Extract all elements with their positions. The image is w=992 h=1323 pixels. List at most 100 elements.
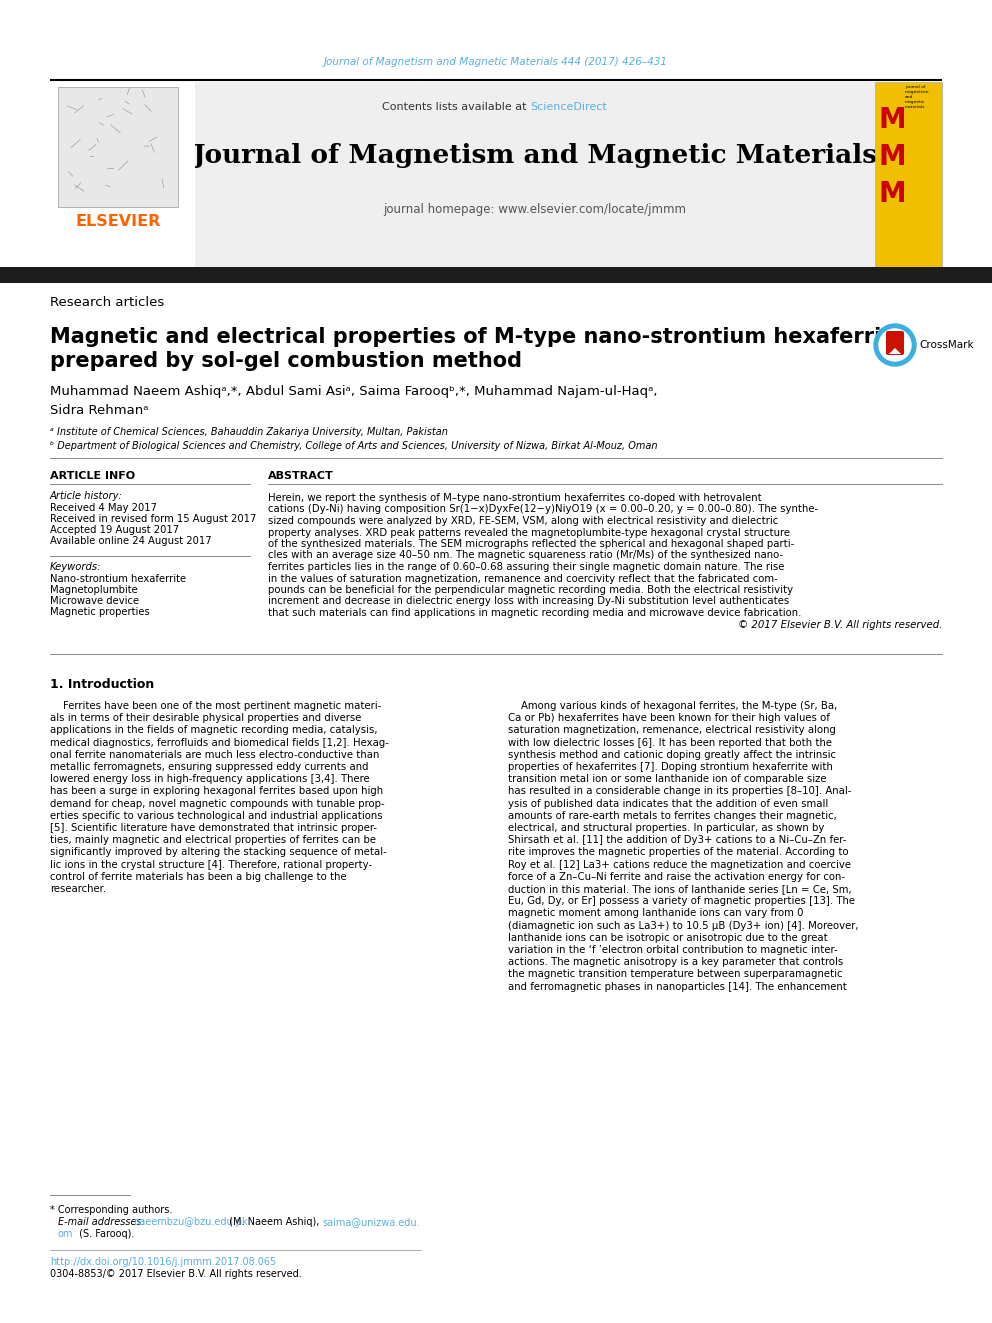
Text: Received 4 May 2017: Received 4 May 2017 [50,503,157,513]
Text: ScienceDirect: ScienceDirect [530,102,607,112]
Text: M: M [878,106,906,134]
Text: Eu, Gd, Dy, or Er] possess a variety of magnetic properties [13]. The: Eu, Gd, Dy, or Er] possess a variety of … [508,896,855,906]
Text: ysis of published data indicates that the addition of even small: ysis of published data indicates that th… [508,799,828,808]
Text: significantly improved by altering the stacking sequence of metal-: significantly improved by altering the s… [50,848,387,857]
Text: synthesis method and cationic doping greatly affect the intrinsic: synthesis method and cationic doping gre… [508,750,836,759]
Text: pounds can be beneficial for the perpendicular magnetic recording media. Both th: pounds can be beneficial for the perpend… [268,585,794,595]
Text: M: M [878,143,906,171]
Text: applications in the fields of magnetic recording media, catalysis,: applications in the fields of magnetic r… [50,725,378,736]
Text: [5]. Scientific literature have demonstrated that intrinsic proper-: [5]. Scientific literature have demonstr… [50,823,377,833]
Text: lic ions in the crystal structure [4]. Therefore, rational property-: lic ions in the crystal structure [4]. T… [50,860,372,869]
Text: M: M [878,180,906,208]
Text: ABSTRACT: ABSTRACT [268,471,333,482]
Text: cles with an average size 40–50 nm. The magnetic squareness ratio (Mr/Ms) of the: cles with an average size 40–50 nm. The … [268,550,783,561]
Text: * Corresponding authors.: * Corresponding authors. [50,1205,173,1215]
Circle shape [879,329,911,361]
Text: in the values of saturation magnetization, remanence and coercivity reflect that: in the values of saturation magnetizatio… [268,573,778,583]
Bar [58,87,178,206]
Text: saima@unizwa.edu.: saima@unizwa.edu. [322,1217,420,1226]
Text: Journal of Magnetism and Magnetic Materials 444 (2017) 426–431: Journal of Magnetism and Magnetic Materi… [324,57,668,67]
Polygon shape [889,348,901,355]
Text: with low dielectric losses [6]. It has been reported that both the: with low dielectric losses [6]. It has b… [508,738,832,747]
Text: sized compounds were analyzed by XRD, FE-SEM, VSM, along with electrical resisti: sized compounds were analyzed by XRD, FE… [268,516,779,527]
Text: CrossMark: CrossMark [919,340,973,351]
Text: Received in revised form 15 August 2017: Received in revised form 15 August 2017 [50,515,256,524]
Text: medical diagnostics, ferrofluids and biomedical fields [1,2]. Hexag-: medical diagnostics, ferrofluids and bio… [50,738,389,747]
Text: onal ferrite nanomaterials are much less electro-conductive than: onal ferrite nanomaterials are much less… [50,750,379,759]
Text: 1. Introduction: 1. Introduction [50,677,154,691]
Text: lowered energy loss in high-frequency applications [3,4]. There: lowered energy loss in high-frequency ap… [50,774,370,785]
Text: Journal of Magnetism and Magnetic Materials: Journal of Magnetism and Magnetic Materi… [192,143,878,168]
Text: Nano-strontium hexaferrite: Nano-strontium hexaferrite [50,574,186,583]
Text: variation in the ‘f ’electron orbital contribution to magnetic inter-: variation in the ‘f ’electron orbital co… [508,945,837,955]
Text: Accepted 19 August 2017: Accepted 19 August 2017 [50,525,180,534]
Text: Herein, we report the synthesis of M–type nano-strontium hexaferrites co-doped w: Herein, we report the synthesis of M–typ… [268,493,762,503]
Text: Magnetic and electrical properties of M-type nano-strontium hexaferrite: Magnetic and electrical properties of M-… [50,327,906,347]
Text: om: om [58,1229,73,1240]
Bar [0,267,992,283]
Text: magnetic moment among lanthanide ions can vary from 0: magnetic moment among lanthanide ions ca… [508,909,804,918]
Text: E-mail addresses:: E-mail addresses: [58,1217,148,1226]
Bar [875,82,942,267]
Text: cations (Dy-Ni) having composition Sr(1−x)DyxFe(12−y)NiyO19 (x = 0.00–0.20, y = : cations (Dy-Ni) having composition Sr(1−… [268,504,818,515]
Text: Shirsath et al. [11] the addition of Dy3+ cations to a Ni–Cu–Zn fer-: Shirsath et al. [11] the addition of Dy3… [508,835,846,845]
Text: demand for cheap, novel magnetic compounds with tunable prop-: demand for cheap, novel magnetic compoun… [50,799,385,808]
Text: (M. Naeem Ashiq),: (M. Naeem Ashiq), [226,1217,322,1226]
Text: © 2017 Elsevier B.V. All rights reserved.: © 2017 Elsevier B.V. All rights reserved… [738,619,942,630]
Text: rite improves the magnetic properties of the material. According to: rite improves the magnetic properties of… [508,848,848,857]
Text: (diamagnetic ion such as La3+) to 10.5 μB (Dy3+ ion) [4]. Moreover,: (diamagnetic ion such as La3+) to 10.5 μ… [508,921,858,930]
Text: has been a surge in exploring hexagonal ferrites based upon high: has been a surge in exploring hexagonal … [50,786,383,796]
Text: metallic ferromagnets, ensuring suppressed eddy currents and: metallic ferromagnets, ensuring suppress… [50,762,368,773]
Text: ELSEVIER: ELSEVIER [75,214,161,229]
Text: lanthanide ions can be isotropic or anisotropic due to the great: lanthanide ions can be isotropic or anis… [508,933,827,943]
Text: Magnetic properties: Magnetic properties [50,607,150,617]
Text: (S. Farooq).: (S. Farooq). [76,1229,134,1240]
Text: Ferrites have been one of the most pertinent magnetic materi-: Ferrites have been one of the most perti… [50,701,381,710]
Text: 0304-8853/© 2017 Elsevier B.V. All rights reserved.: 0304-8853/© 2017 Elsevier B.V. All right… [50,1269,302,1279]
Text: naeembzu@bzu.edu.pk: naeembzu@bzu.edu.pk [133,1217,248,1226]
Text: ᵃ Institute of Chemical Sciences, Bahauddin Zakariya University, Multan, Pakista: ᵃ Institute of Chemical Sciences, Bahaud… [50,427,447,437]
Text: transition metal ion or some lanthanide ion of comparable size: transition metal ion or some lanthanide … [508,774,826,785]
Text: Microwave device: Microwave device [50,595,139,606]
Text: amounts of rare-earth metals to ferrites changes their magnetic,: amounts of rare-earth metals to ferrites… [508,811,836,820]
Text: increment and decrease in dielectric energy loss with increasing Dy-Ni substitut: increment and decrease in dielectric ene… [268,597,790,606]
Circle shape [874,324,916,366]
Text: properties of hexaferrites [7]. Doping strontium hexaferrite with: properties of hexaferrites [7]. Doping s… [508,762,833,773]
Text: als in terms of their desirable physical properties and diverse: als in terms of their desirable physical… [50,713,361,724]
Text: Available online 24 August 2017: Available online 24 August 2017 [50,536,211,546]
Text: Magnetoplumbite: Magnetoplumbite [50,585,138,595]
Text: prepared by sol-gel combustion method: prepared by sol-gel combustion method [50,351,522,370]
Text: ties, mainly magnetic and electrical properties of ferrites can be: ties, mainly magnetic and electrical pro… [50,835,376,845]
Text: has resulted in a considerable change in its properties [8–10]. Anal-: has resulted in a considerable change in… [508,786,851,796]
Text: Article history:: Article history: [50,491,123,501]
Text: Among various kinds of hexagonal ferrites, the M-type (Sr, Ba,: Among various kinds of hexagonal ferrite… [508,701,837,710]
Text: journal of
magnetism
and
magnetic
materials: journal of magnetism and magnetic materi… [905,85,930,110]
Text: and ferromagnetic phases in nanoparticles [14]. The enhancement: and ferromagnetic phases in nanoparticle… [508,982,847,992]
Text: ARTICLE INFO: ARTICLE INFO [50,471,135,482]
Bar [195,82,875,267]
Text: duction in this material. The ions of lanthanide series [Ln = Ce, Sm,: duction in this material. The ions of la… [508,884,851,894]
Text: Ca or Pb) hexaferrites have been known for their high values of: Ca or Pb) hexaferrites have been known f… [508,713,830,724]
Text: Roy et al. [12] La3+ cations reduce the magnetization and coercive: Roy et al. [12] La3+ cations reduce the … [508,860,851,869]
Text: erties specific to various technological and industrial applications: erties specific to various technological… [50,811,383,820]
Text: the magnetic transition temperature between superparamagnetic: the magnetic transition temperature betw… [508,970,842,979]
Text: saturation magnetization, remenance, electrical resistivity along: saturation magnetization, remenance, ele… [508,725,836,736]
Text: Contents lists available at: Contents lists available at [382,102,530,112]
Text: researcher.: researcher. [50,884,106,894]
Bar [50,82,195,267]
Text: control of ferrite materials has been a big challenge to the: control of ferrite materials has been a … [50,872,346,882]
FancyBboxPatch shape [886,331,904,355]
Text: that such materials can find applications in magnetic recording media and microw: that such materials can find application… [268,609,802,618]
Text: Research articles: Research articles [50,296,165,310]
Text: ᵇ Department of Biological Sciences and Chemistry, College of Arts and Sciences,: ᵇ Department of Biological Sciences and … [50,441,658,451]
Text: Keywords:: Keywords: [50,562,101,572]
Text: of the synthesized materials. The SEM micrographs reflected the spherical and he: of the synthesized materials. The SEM mi… [268,538,795,549]
Text: http://dx.doi.org/10.1016/j.jmmm.2017.08.065: http://dx.doi.org/10.1016/j.jmmm.2017.08… [50,1257,276,1267]
Text: Sidra Rehmanᵃ: Sidra Rehmanᵃ [50,404,149,417]
Text: property analyses. XRD peak patterns revealed the magnetoplumbite-type hexagonal: property analyses. XRD peak patterns rev… [268,528,790,537]
Text: journal homepage: www.elsevier.com/locate/jmmm: journal homepage: www.elsevier.com/locat… [384,204,686,217]
Text: force of a Zn–Cu–Ni ferrite and raise the activation energy for con-: force of a Zn–Cu–Ni ferrite and raise th… [508,872,845,882]
Text: ferrites particles lies in the range of 0.60–0.68 assuring their single magnetic: ferrites particles lies in the range of … [268,562,785,572]
Text: actions. The magnetic anisotropy is a key parameter that controls: actions. The magnetic anisotropy is a ke… [508,958,843,967]
Text: Muhammad Naeem Ashiqᵃ,*, Abdul Sami Asiᵃ, Saima Farooqᵇ,*, Muhammad Najam-ul-Haq: Muhammad Naeem Ashiqᵃ,*, Abdul Sami Asiᵃ… [50,385,658,398]
